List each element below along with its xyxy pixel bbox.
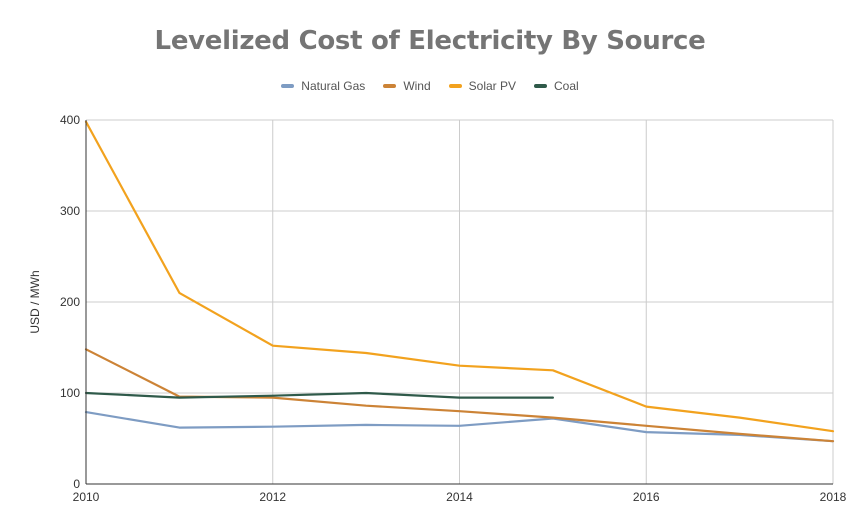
y-tick-label-200: 200 [60, 295, 80, 309]
legend-label-solar-pv: Solar PV [468, 79, 517, 93]
y-tick-label-400: 400 [60, 113, 80, 127]
chart-legend: Natural Gas Wind Solar PV Coal [0, 79, 860, 93]
series-lines [84, 120, 835, 443]
y-axis-label: USD / MWh [28, 270, 42, 333]
legend-label-wind: Wind [403, 79, 431, 93]
legend-swatch-wind [383, 84, 397, 88]
x-tick-label-2018: 2018 [820, 490, 847, 504]
axes [85, 120, 833, 485]
chart-title: Levelized Cost of Electricity By Source [154, 26, 706, 56]
legend-item-solar-pv: Solar PV [448, 79, 517, 93]
series-line-natural-gas [84, 411, 835, 443]
y-tick-label-100: 100 [60, 386, 80, 400]
legend-item-wind: Wind [383, 79, 431, 93]
legend-label-coal: Coal [554, 79, 579, 93]
series-line-solar-pv [84, 120, 835, 433]
series-line-coal [84, 391, 555, 399]
legend-label-natural-gas: Natural Gas [301, 79, 366, 93]
y-tick-label-300: 300 [60, 204, 80, 218]
legend-item-natural-gas: Natural Gas [281, 79, 365, 93]
legend-swatch-coal [534, 84, 548, 88]
y-tick-label-0: 0 [73, 477, 80, 491]
x-tick-label-2014: 2014 [446, 490, 473, 504]
tick-labels: 0 100 200 300 400 2010 2012 2014 2016 2018 [60, 113, 847, 504]
x-tick-label-2010: 2010 [73, 490, 100, 504]
legend-item-coal: Coal [534, 79, 579, 93]
x-tick-label-2012: 2012 [259, 490, 286, 504]
legend-swatch-solar-pv [448, 84, 462, 88]
x-tick-label-2016: 2016 [633, 490, 660, 504]
grid-lines [86, 119, 834, 484]
legend-swatch-natural-gas [281, 84, 295, 88]
